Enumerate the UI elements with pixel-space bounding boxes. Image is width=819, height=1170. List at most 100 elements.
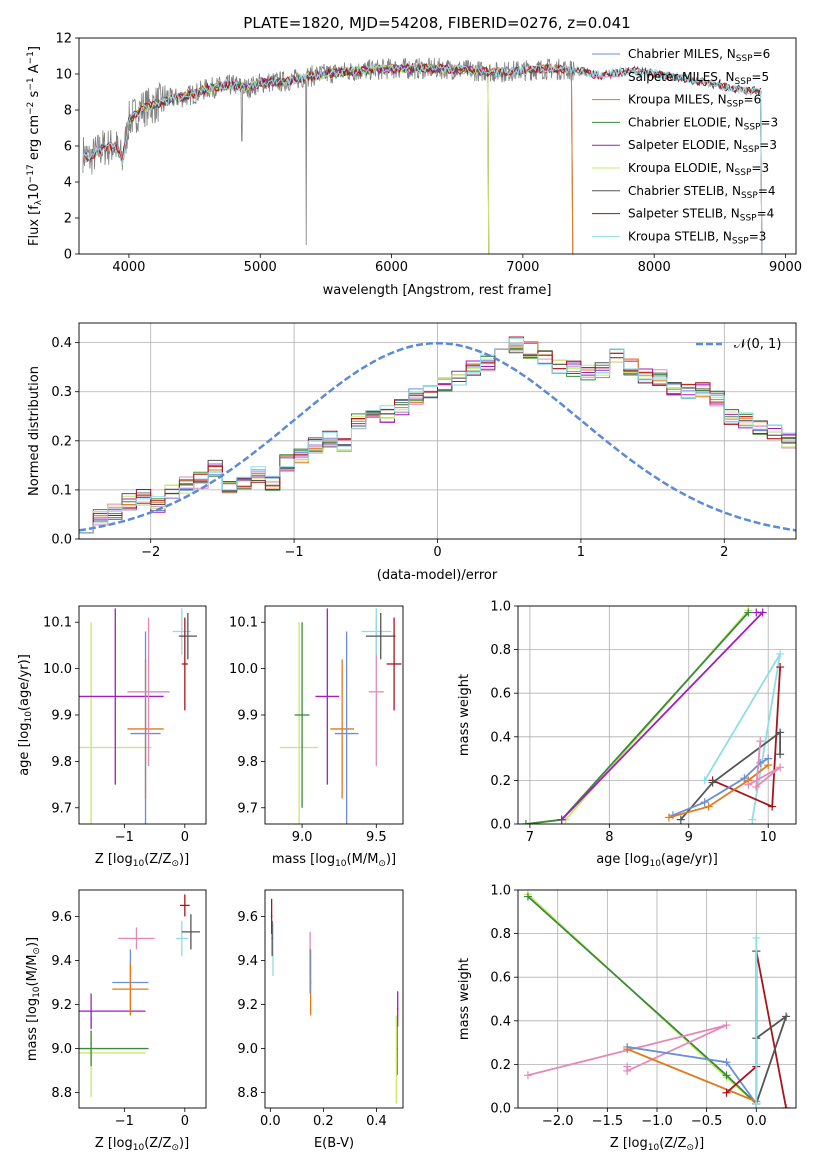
y-tick-label: 0 [64, 248, 72, 263]
label-part: Z [log [95, 1136, 133, 1151]
y-tick-label: 9.0 [237, 1042, 258, 1057]
legend-label-kroupa_miles: Kroupa MILES, NSSP=6 [628, 93, 761, 110]
y-tick-label: 9.8 [237, 755, 258, 770]
weight-marker-salpeter_stelib [768, 802, 777, 811]
label-part: Flux [f [27, 205, 42, 246]
x-tick-label: 0 [181, 1114, 189, 1129]
label-part: =3 [751, 161, 769, 175]
weight-marker-chabrier_stelib [676, 815, 685, 824]
x-tick-label: −1 [115, 830, 134, 845]
y-tick-label: 9.9 [237, 709, 258, 724]
y-tick-label: 0.8 [490, 643, 511, 658]
weight-vs-age-panel: 7 8 9 10 0.0 0.2 0.4 0.6 0.8 1.0 mass weight age [l… [457, 600, 797, 869]
y-tick-label: 0.2 [490, 774, 511, 789]
x-tick-label: 4000 [112, 260, 145, 275]
y-tick-label: 0.2 [490, 1058, 511, 1073]
label-part: 10 [133, 1143, 145, 1153]
label-part: λ [34, 199, 44, 205]
label-part: ⊙ [171, 859, 179, 869]
x-tick-label: 10 [760, 830, 777, 845]
plot-area [523, 890, 791, 1108]
label-part: Z [log [610, 1136, 648, 1151]
y-tick-label: 0.0 [490, 818, 511, 833]
weight-marker-kroupa_stelib [748, 815, 757, 824]
axes-frame [78, 605, 207, 825]
y-tick-label: 10.0 [229, 662, 258, 677]
spectrum-xlabel: wavelength [Angstrom, rest frame] [323, 283, 552, 298]
label-part: )] [179, 1136, 189, 1151]
y-tick-label: 10.1 [43, 616, 72, 631]
weight-marker-salpeter_miles [744, 780, 753, 789]
label-part: (Z/Z [144, 1136, 171, 1151]
y-tick-label: 12 [55, 32, 72, 47]
plot-area [79, 336, 796, 534]
mass-vs-ebv-xlabel: E(B-V) [314, 1136, 354, 1151]
x-tick-label: −2 [141, 545, 160, 560]
x-tick-label: 0.4 [366, 1114, 387, 1129]
label-part: mass [log [25, 998, 40, 1061]
axes-frame [78, 322, 797, 540]
weight-marker-chabrier_stelib [708, 778, 717, 787]
x-tick-label: 2 [720, 545, 728, 560]
weight-marker-chabrier_miles [722, 1058, 731, 1067]
legend-label-salpeter_elodie: Salpeter ELODIE, NSSP=3 [628, 138, 777, 155]
x-tick-label: 0.0 [260, 1114, 281, 1129]
x-tick-label: −1.5 [592, 1114, 624, 1129]
weight-marker-chabrier_stelib [782, 1012, 791, 1021]
label-part: )] [386, 852, 396, 867]
label-part: s [27, 90, 42, 101]
y-tick-label: 0.8 [490, 927, 511, 942]
legend-label-chabrier_elodie: Chabrier ELODIE, NSSP=3 [628, 115, 778, 132]
axis-label: Z [log10(Z/Z⊙)] [95, 1136, 189, 1153]
weight-marker-salpeter_stelib [782, 1104, 791, 1108]
label-part: ] [27, 46, 42, 51]
label-part: 10 [649, 859, 661, 869]
plot-area [521, 606, 785, 824]
y-tick-label: 4 [64, 176, 72, 191]
label-part: (Z/Z [659, 1136, 686, 1151]
weight-marker-kroupa_stelib [752, 1099, 761, 1108]
y-tick-label: 9.6 [237, 910, 258, 925]
spectrum-panel: PLATE=1820, MJD=54208, FIBERID=0276, z=0… [26, 14, 802, 298]
weight-marker-kroupa_stelib [776, 649, 785, 658]
label-part: Salpeter MILES, N [628, 70, 735, 84]
y-tick-label: 0.1 [51, 483, 72, 498]
label-part: =3 [749, 229, 767, 243]
weight-marker-salpeter_miles [752, 782, 761, 791]
y-tick-label: 0.6 [490, 687, 511, 702]
label-part: (M/M [25, 955, 40, 987]
residual-legend: 𝒩(0, 1) [696, 337, 781, 352]
label-part: 10 [32, 986, 42, 998]
x-tick-label: 8000 [638, 260, 671, 275]
y-tick-label: 0.4 [51, 336, 72, 351]
x-tick-label: 9000 [769, 260, 802, 275]
label-part: )] [694, 1136, 704, 1151]
y-tick-label: 9.7 [51, 801, 72, 816]
weight-marker-salpeter_miles [722, 1021, 731, 1030]
y-tick-label: 0.6 [490, 971, 511, 986]
legend-label-chabrier_miles: Chabrier MILES, NSSP=6 [628, 47, 770, 64]
x-tick-label: 9.0 [292, 830, 313, 845]
weight-vs-z-panel: −2.0 −1.5 −1.0 −0.5 0.0 0.0 0.2 0.4 0.6 0.8 1.0 mas… [457, 884, 797, 1153]
weight-marker-chabrier_miles [700, 798, 709, 807]
label-part: age [log [596, 852, 649, 867]
weight-marker-chabrier_elodie [722, 1071, 731, 1080]
y-tick-label: 0.0 [490, 1102, 511, 1117]
weight-marker-kroupa_stelib [752, 1060, 761, 1069]
label-part: SSP [732, 236, 749, 246]
label-part: ⊙ [686, 1143, 694, 1153]
axis-label: Z [log10(Z/Z⊙)] [95, 852, 189, 869]
age-vs-mass-panel: 9.0 9.5 9.7 9.8 9.9 10.0 10.1 mass [log10(M/M⊙)… [229, 605, 404, 869]
y-tick-label: 8.8 [237, 1086, 258, 1101]
residual-panel: −2 −1 0 1 2 0.0 0.1 0.2 0.3 0.4 (data-model)/erro… [27, 322, 797, 583]
weight-marker-chabrier_stelib [776, 750, 785, 759]
spectrum-ylabel: Flux [fλ10−17 erg cm−2 s−1 A−1] [26, 46, 44, 246]
label-part: =4 [757, 207, 775, 221]
spectrum-title: PLATE=1820, MJD=54208, FIBERID=0276, z=0… [243, 14, 630, 32]
label-part: SSP [735, 77, 752, 87]
label-part: )] [179, 852, 189, 867]
x-tick-label: 0.2 [313, 1114, 334, 1129]
gaussian-legend-label: 𝒩(0, 1) [734, 337, 781, 352]
label-part: Salpeter STELIB, N [628, 207, 740, 221]
